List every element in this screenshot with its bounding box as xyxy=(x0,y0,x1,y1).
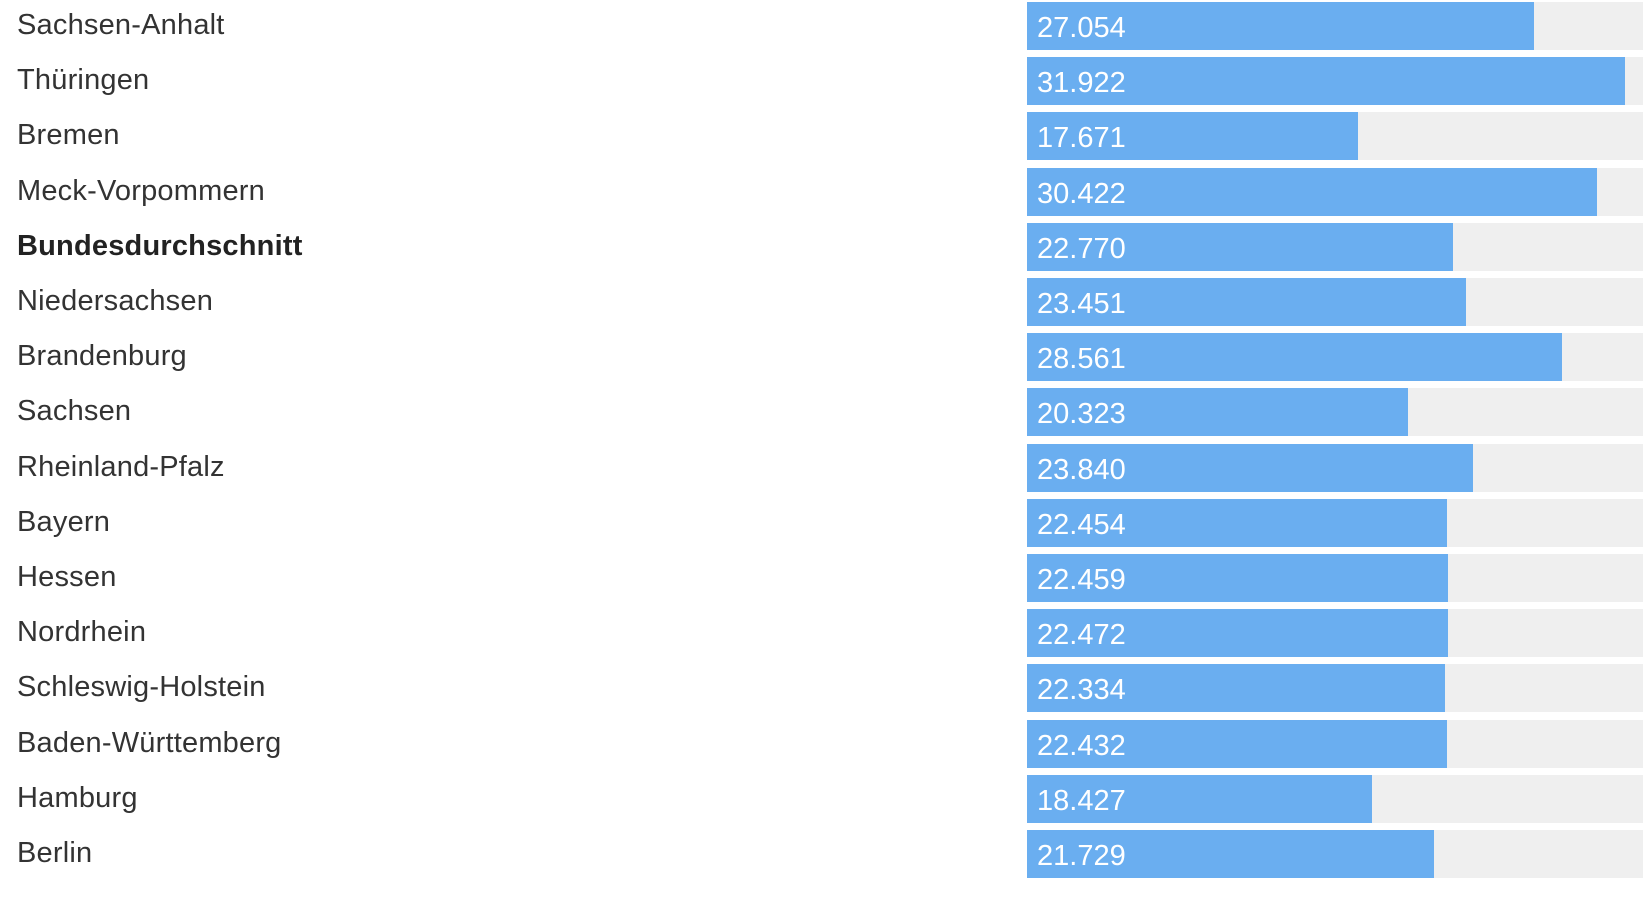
category-label: Meck-Vorpommern xyxy=(17,174,265,207)
bar-value-label: 22.454 xyxy=(1037,508,1126,541)
category-label: Bremen xyxy=(17,119,120,152)
bar xyxy=(1027,222,1453,271)
bar-value-label: 22.472 xyxy=(1037,619,1126,652)
chart-row: Hessen 22.459 xyxy=(0,554,1643,609)
bar xyxy=(1027,443,1473,492)
category-label: Schleswig-Holstein xyxy=(17,671,266,704)
bar-value-label: 30.422 xyxy=(1037,177,1126,210)
bar-track: 17.671 xyxy=(1027,112,1643,161)
bar xyxy=(1027,57,1625,106)
bar-track: 22.334 xyxy=(1027,664,1643,713)
category-label: Hamburg xyxy=(17,781,138,814)
bar xyxy=(1027,554,1448,602)
bar-track: 21.729 xyxy=(1027,830,1643,878)
bar-track: 28.561 xyxy=(1027,333,1643,382)
chart-row: Berlin 21.729 xyxy=(0,830,1643,885)
chart-row: Sachsen-Anhalt 27.054 xyxy=(0,2,1643,57)
bar xyxy=(1027,112,1358,161)
bar-value-label: 23.840 xyxy=(1037,453,1126,486)
bar-value-label: 17.671 xyxy=(1037,122,1126,155)
bar xyxy=(1027,609,1448,658)
bar-value-label: 23.451 xyxy=(1037,288,1126,320)
bar-track: 31.922 xyxy=(1027,57,1643,106)
bar-track: 22.454 xyxy=(1027,498,1643,547)
bar xyxy=(1027,2,1534,50)
bar-value-label: 28.561 xyxy=(1037,343,1126,376)
bar-track: 22.432 xyxy=(1027,719,1643,768)
bar xyxy=(1027,498,1447,547)
bar xyxy=(1027,774,1372,823)
chart-row: Bremen 17.671 xyxy=(0,112,1643,167)
bar-track: 20.323 xyxy=(1027,388,1643,437)
bar xyxy=(1027,830,1434,878)
chart-row: Meck-Vorpommern 30.422 xyxy=(0,167,1643,223)
bar-track: 23.451 xyxy=(1027,278,1643,326)
category-label: Sachsen-Anhalt xyxy=(17,9,225,41)
chart-row: Sachsen 20.323 xyxy=(0,388,1643,443)
bar-value-label: 20.323 xyxy=(1037,398,1126,431)
category-label: Thüringen xyxy=(17,64,150,97)
chart-row: Niedersachsen 23.451 xyxy=(0,278,1643,333)
bar-value-label: 27.054 xyxy=(1037,12,1126,44)
category-label: Nordrhein xyxy=(17,616,147,649)
bar-track: 22.770 xyxy=(1027,222,1643,271)
bar xyxy=(1027,333,1562,382)
bar-track: 27.054 xyxy=(1027,2,1643,50)
bar-value-label: 22.334 xyxy=(1037,674,1126,707)
chart-row: Rheinland-Pfalz 23.840 xyxy=(0,443,1643,499)
bar xyxy=(1027,278,1466,326)
bar-value-label: 18.427 xyxy=(1037,784,1126,817)
chart-row: Thüringen 31.922 xyxy=(0,57,1643,112)
category-label: Berlin xyxy=(17,837,93,869)
bar-value-label: 21.729 xyxy=(1037,840,1126,872)
category-label: Sachsen xyxy=(17,395,132,428)
bar xyxy=(1027,167,1597,216)
bar xyxy=(1027,719,1447,768)
chart-row: Nordrhein 22.472 xyxy=(0,609,1643,664)
bar-track: 18.427 xyxy=(1027,774,1643,823)
bar-track: 22.472 xyxy=(1027,609,1643,658)
bar xyxy=(1027,388,1408,437)
chart-row: Brandenburg 28.561 xyxy=(0,333,1643,388)
bar-track: 30.422 xyxy=(1027,167,1643,216)
bar-track: 22.459 xyxy=(1027,554,1643,602)
chart-row: Bundesdurchschnitt 22.770 xyxy=(0,222,1643,278)
category-label: Brandenburg xyxy=(17,340,187,373)
chart-row: Baden-Württemberg 22.432 xyxy=(0,719,1643,775)
category-label: Bundesdurchschnitt xyxy=(17,229,303,262)
bar xyxy=(1027,664,1445,713)
category-label: Bayern xyxy=(17,505,111,538)
chart-row: Schleswig-Holstein 22.334 xyxy=(0,664,1643,719)
chart-row: Hamburg 18.427 xyxy=(0,774,1643,830)
category-label: Niedersachsen xyxy=(17,285,214,317)
bar-value-label: 31.922 xyxy=(1037,67,1126,100)
category-label: Baden-Württemberg xyxy=(17,726,282,759)
category-label: Hessen xyxy=(17,561,117,593)
category-label: Rheinland-Pfalz xyxy=(17,450,225,483)
bar-value-label: 22.432 xyxy=(1037,729,1126,762)
bar-track: 23.840 xyxy=(1027,443,1643,492)
bar-value-label: 22.459 xyxy=(1037,564,1126,596)
chart-row: Bayern 22.454 xyxy=(0,498,1643,554)
bar-value-label: 22.770 xyxy=(1037,232,1126,265)
